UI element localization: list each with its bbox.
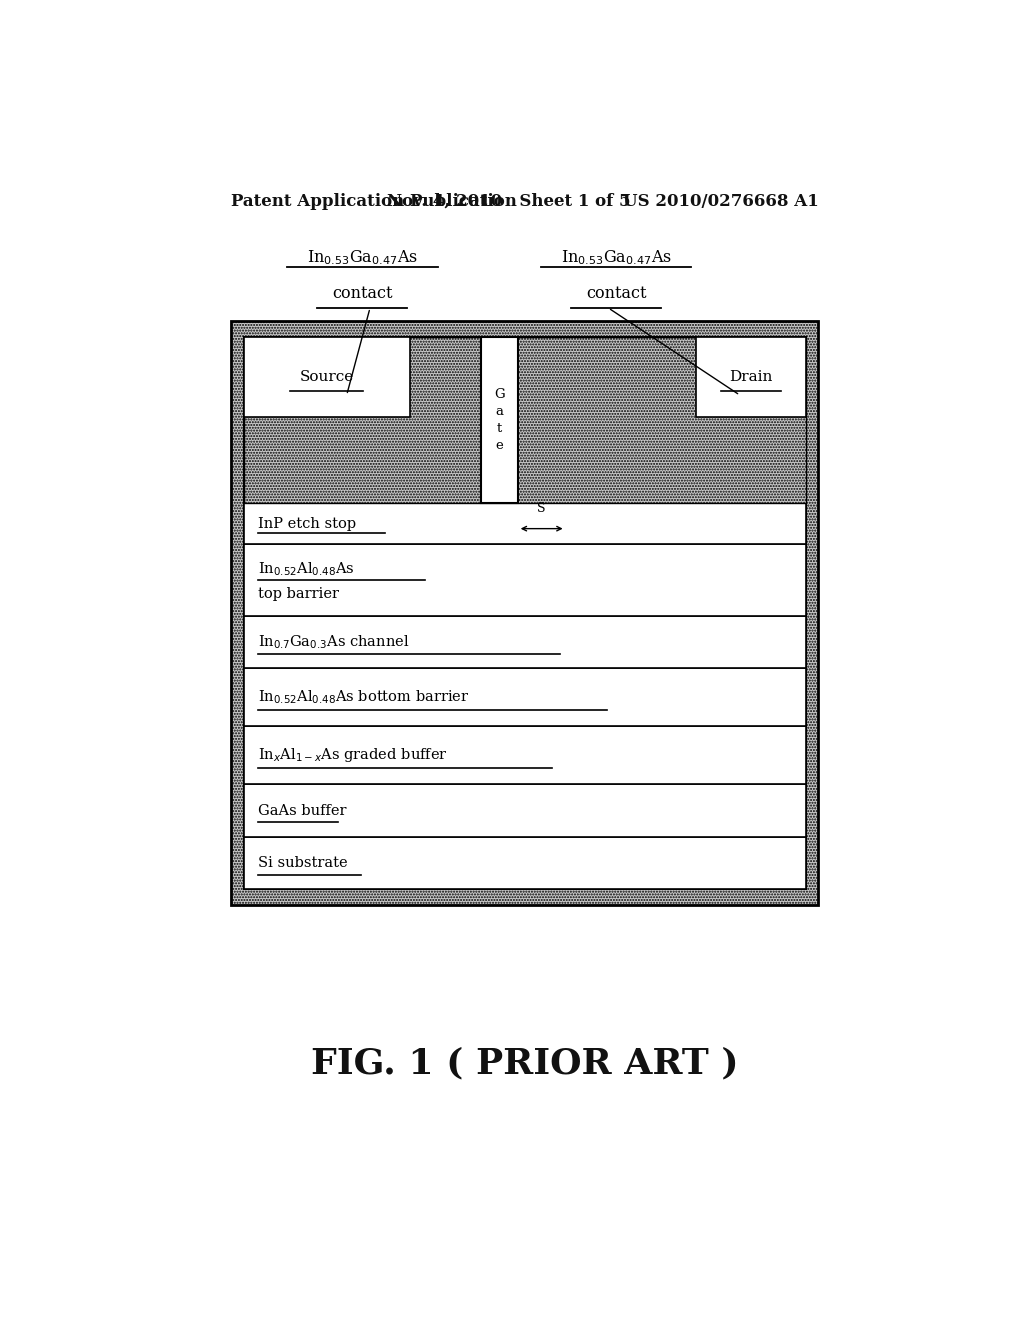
Bar [244,726,806,784]
Text: In$_{0.52}$Al$_{0.48}$As: In$_{0.52}$Al$_{0.48}$As [258,561,355,578]
Text: Si substrate: Si substrate [258,855,348,870]
Text: In$_{0.52}$Al$_{0.48}$As bottom barrier: In$_{0.52}$Al$_{0.48}$As bottom barrier [258,689,470,706]
Text: In$_x$Al$_{1-x}$As graded buffer: In$_x$Al$_{1-x}$As graded buffer [258,746,449,764]
Text: Drain: Drain [729,370,773,384]
Text: Patent Application Publication: Patent Application Publication [231,193,517,210]
Bar [244,616,806,668]
Bar [244,544,806,616]
Bar [244,668,806,726]
Bar [244,338,410,417]
Bar [244,837,806,890]
Text: InP etch stop: InP etch stop [258,516,356,531]
Text: FIG. 1 ( PRIOR ART ): FIG. 1 ( PRIOR ART ) [311,1045,738,1080]
Text: contact: contact [332,285,392,302]
Bar [244,503,806,544]
Bar [696,338,806,417]
Text: Nov. 4, 2010   Sheet 1 of 5: Nov. 4, 2010 Sheet 1 of 5 [387,193,631,210]
Text: GaAs buffer: GaAs buffer [258,804,347,817]
Text: In$_{0.53}$Ga$_{0.47}$As: In$_{0.53}$Ga$_{0.47}$As [560,248,672,267]
Bar [481,338,518,503]
Text: In$_{0.53}$Ga$_{0.47}$As: In$_{0.53}$Ga$_{0.47}$As [306,248,418,267]
Text: S: S [538,503,546,515]
Bar [244,338,806,503]
Bar [244,338,806,890]
Bar [231,321,818,906]
Bar [244,784,806,837]
Text: Source: Source [300,370,354,384]
Text: G
a
t
e: G a t e [495,388,505,451]
Text: US 2010/0276668 A1: US 2010/0276668 A1 [623,193,818,210]
Text: In$_{0.7}$Ga$_{0.3}$As channel: In$_{0.7}$Ga$_{0.3}$As channel [258,634,410,651]
Text: contact: contact [586,285,646,302]
Text: top barrier: top barrier [258,587,339,602]
